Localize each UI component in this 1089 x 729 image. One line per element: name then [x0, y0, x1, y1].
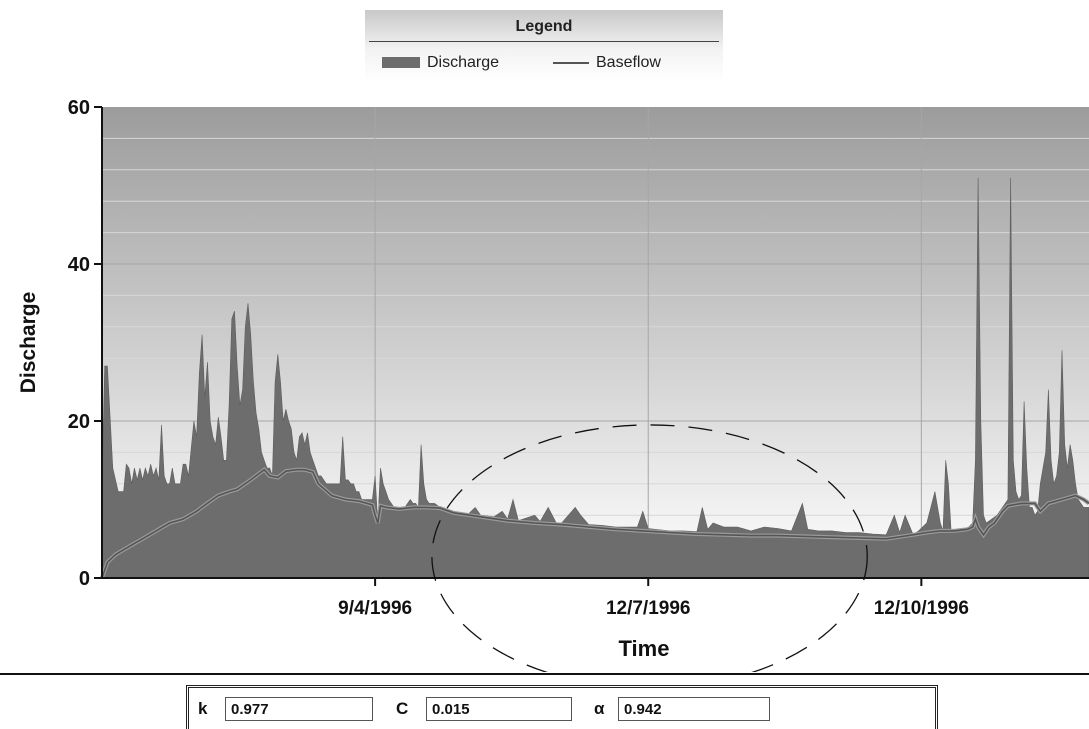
- y-tick-label: 60: [68, 97, 90, 119]
- x-axis-ticks: 9/4/1996 12/7/1996 12/10/1996: [338, 578, 969, 619]
- discharge-chart: 0 20 40 60 9/4/1996 12/7/1996 12/10/1996 Disc…: [17, 97, 1089, 672]
- baseflow-line: [101, 468, 1089, 579]
- parameter-panel: k 0.977 C 0.015 α 0.942: [186, 685, 938, 729]
- y-tick-label: 0: [79, 568, 90, 590]
- legend-item-discharge: Discharge: [382, 54, 499, 72]
- param-k-label: k: [198, 699, 208, 718]
- panel-divider: [0, 673, 1089, 675]
- x-axis-label: Time: [619, 636, 670, 661]
- param-c-label: C: [396, 699, 409, 718]
- legend-item-baseflow: Baseflow: [553, 54, 661, 72]
- param-alpha-label: α: [594, 699, 605, 718]
- dashed-ellipse-annotation: [431, 424, 868, 672]
- legend-label-discharge: Discharge: [427, 54, 500, 71]
- y-axis-ticks: 0 20 40 60: [68, 97, 102, 590]
- legend-title: Legend: [515, 18, 573, 35]
- discharge-swatch-icon: [382, 57, 420, 69]
- y-tick-label: 40: [68, 254, 90, 276]
- legend-label-baseflow: Baseflow: [596, 54, 661, 71]
- y-tick-label: 20: [68, 411, 90, 433]
- param-c-input[interactable]: 0.015: [426, 697, 572, 721]
- legend-divider: [369, 41, 719, 42]
- chart-legend: Legend Discharge Baseflow: [365, 10, 723, 82]
- chart-axes: [101, 107, 1089, 579]
- x-tick-label: 12/7/1996: [606, 598, 691, 619]
- param-k-input[interactable]: 0.977: [225, 697, 373, 721]
- discharge-area: [101, 177, 1089, 579]
- baseflow-line-icon: [553, 61, 589, 64]
- x-tick-label: 12/10/1996: [874, 598, 969, 619]
- param-alpha-input[interactable]: 0.942: [618, 697, 770, 721]
- x-tick-label: 9/4/1996: [338, 598, 412, 619]
- y-axis-label: Discharge: [17, 292, 40, 394]
